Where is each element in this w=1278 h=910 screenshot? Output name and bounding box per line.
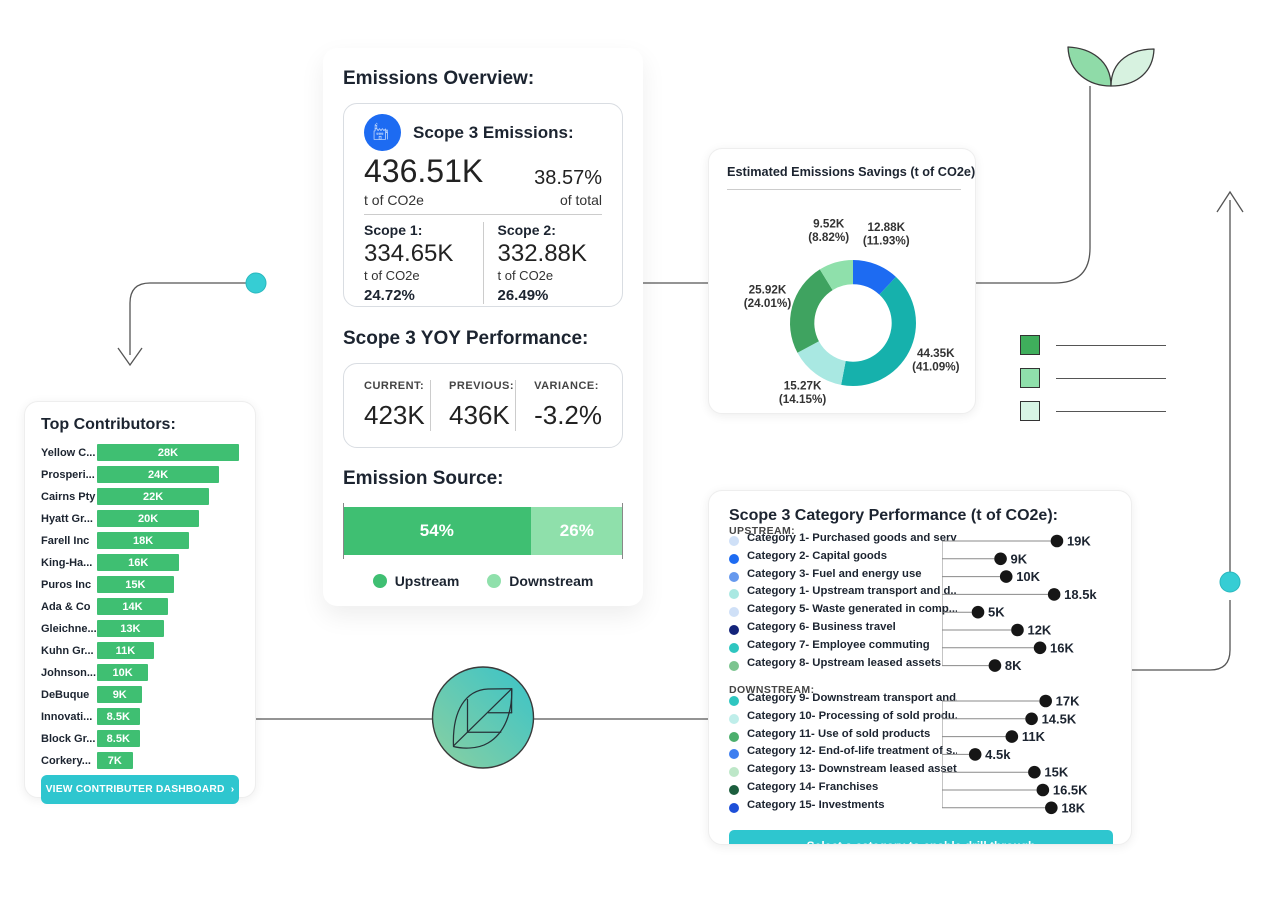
svg-text:25.92K: 25.92K — [749, 283, 787, 296]
svg-text:17K: 17K — [1056, 694, 1080, 709]
svg-text:9K: 9K — [1011, 551, 1028, 566]
svg-text:14.5K: 14.5K — [1042, 711, 1077, 726]
svg-text:4.5k: 4.5k — [985, 747, 1011, 762]
svg-text:(11.93%): (11.93%) — [863, 235, 910, 248]
svg-text:(24.01%): (24.01%) — [744, 297, 792, 310]
svg-text:44.35K: 44.35K — [917, 347, 955, 360]
svg-text:15.27K: 15.27K — [784, 380, 822, 393]
svg-text:(8.82%): (8.82%) — [808, 231, 849, 244]
svg-text:18K: 18K — [1061, 800, 1085, 815]
svg-text:11K: 11K — [1022, 729, 1046, 744]
svg-text:16K: 16K — [1050, 640, 1074, 655]
svg-text:12K: 12K — [1027, 623, 1051, 638]
svg-text:5K: 5K — [988, 605, 1005, 620]
svg-text:19K: 19K — [1067, 534, 1091, 549]
svg-text:9.52K: 9.52K — [813, 218, 845, 231]
svg-text:(41.09%): (41.09%) — [912, 361, 960, 374]
svg-text:16.5K: 16.5K — [1053, 783, 1088, 798]
svg-text:10K: 10K — [1016, 569, 1040, 584]
svg-text:(14.15%): (14.15%) — [779, 393, 827, 406]
svg-text:18.5k: 18.5k — [1064, 587, 1097, 602]
svg-text:15K: 15K — [1044, 765, 1068, 780]
svg-text:12.88K: 12.88K — [867, 221, 905, 234]
svg-text:8K: 8K — [1005, 658, 1022, 673]
